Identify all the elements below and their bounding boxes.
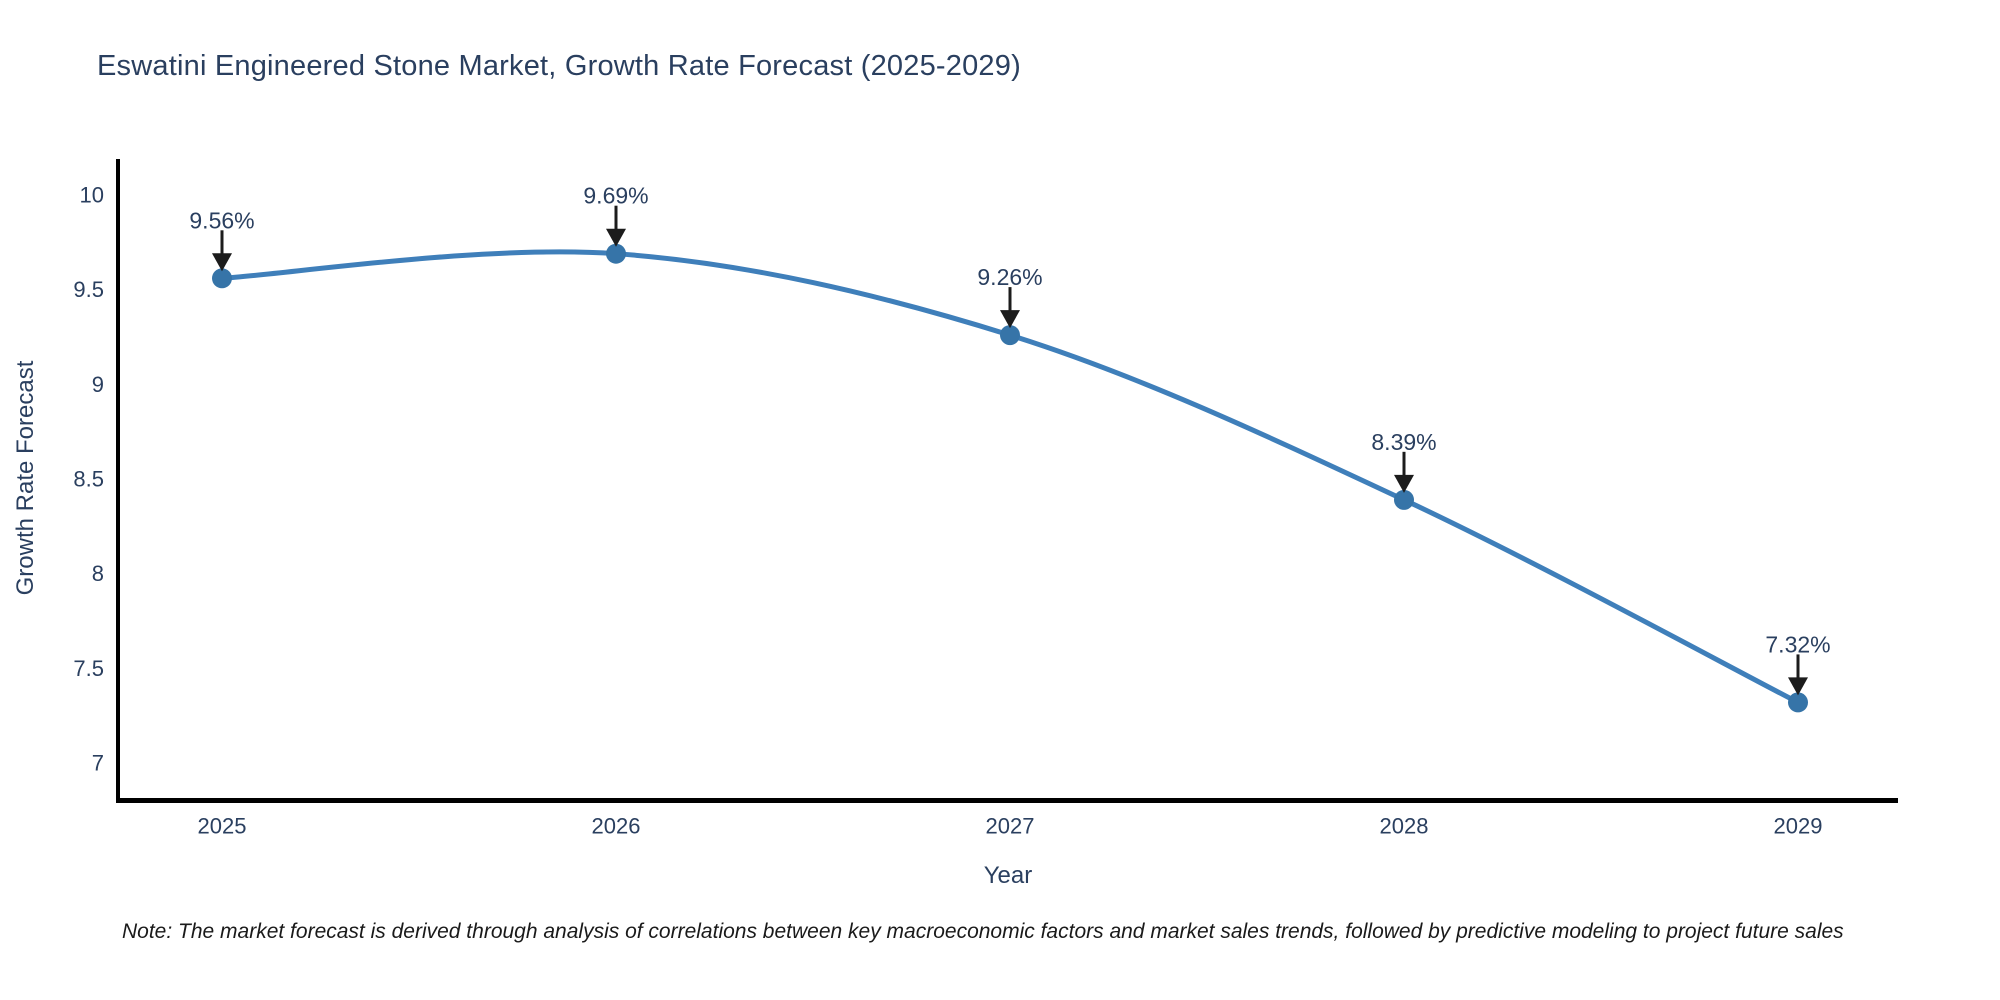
y-tick-label: 7	[92, 750, 104, 775]
x-tick-label: 2029	[1774, 814, 1823, 839]
data-point-marker	[1000, 325, 1020, 346]
x-tick-label: 2028	[1380, 814, 1429, 839]
data-point-marker	[1394, 489, 1414, 510]
annotation-arrowhead-icon	[1788, 677, 1808, 696]
data-point-label: 7.32%	[1765, 631, 1830, 657]
annotation-arrow-shaft	[1008, 287, 1012, 314]
x-axis-title: Year	[983, 862, 1033, 889]
y-tick-label: 7.5	[73, 656, 104, 681]
x-tick-label: 2027	[986, 814, 1035, 839]
data-point-marker	[606, 243, 626, 264]
annotation-arrowhead-icon	[1000, 310, 1020, 329]
data-point-label: 9.56%	[189, 207, 254, 233]
data-point-label: 9.69%	[583, 183, 648, 209]
y-tick-label: 9.5	[73, 277, 104, 302]
y-tick-label: 9	[92, 372, 104, 397]
x-tick-label: 2026	[592, 814, 641, 839]
annotation-arrow-shaft	[1796, 654, 1800, 681]
x-axis-line	[116, 798, 1898, 803]
chart-title: Eswatini Engineered Stone Market, Growth…	[97, 50, 1021, 82]
y-tick-label: 8	[92, 561, 104, 586]
annotation-arrow-shaft	[1402, 451, 1406, 478]
data-point-label: 8.39%	[1371, 429, 1436, 455]
x-tick-label: 2025	[198, 814, 247, 839]
annotation-arrowhead-icon	[212, 253, 232, 272]
annotation-arrowhead-icon	[606, 228, 626, 247]
footnote: Note: The market forecast is derived thr…	[122, 920, 1844, 943]
y-tick-label: 10	[80, 183, 104, 208]
y-axis-line	[116, 159, 120, 803]
annotation-arrow-shaft	[614, 205, 618, 232]
y-axis-title: Growth Rate Forecast	[12, 360, 39, 596]
y-tick-label: 8.5	[73, 466, 104, 491]
annotation-arrowhead-icon	[1394, 474, 1414, 493]
annotation-arrow-shaft	[220, 230, 224, 257]
data-point-label: 9.26%	[977, 264, 1042, 290]
data-point-marker	[1788, 692, 1808, 713]
data-point-marker	[212, 268, 232, 289]
